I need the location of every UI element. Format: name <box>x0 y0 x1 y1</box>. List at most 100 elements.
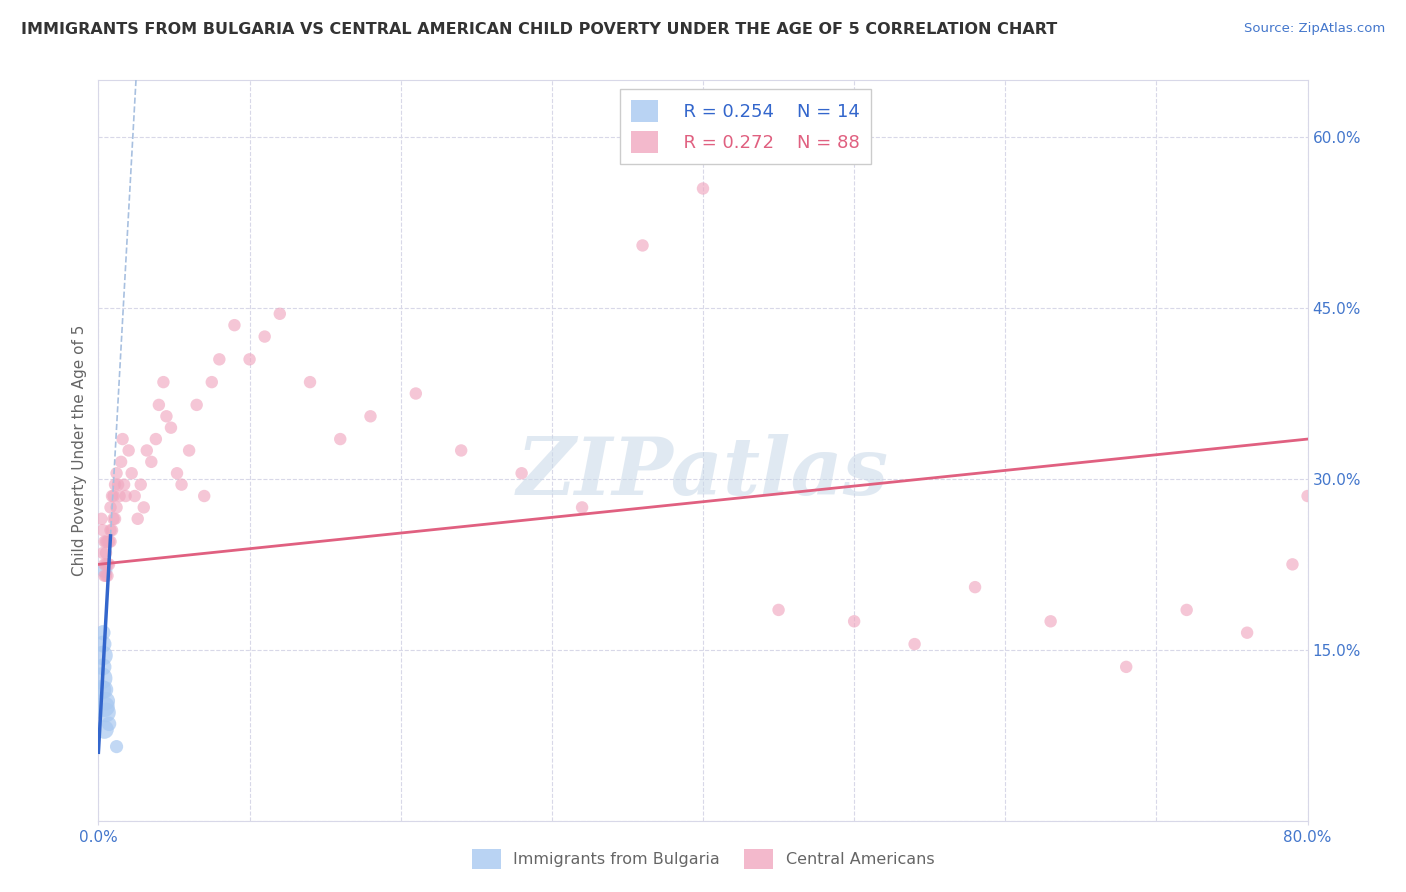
Point <box>114 489 136 503</box>
Point <box>768 603 790 617</box>
Point <box>96 568 118 582</box>
Point <box>103 489 125 503</box>
Point <box>135 443 157 458</box>
Point <box>631 238 654 252</box>
Point <box>166 467 188 481</box>
Point <box>94 534 117 549</box>
Point <box>118 443 141 458</box>
Point <box>1296 489 1319 503</box>
Point <box>96 534 118 549</box>
Point <box>269 307 291 321</box>
Point <box>239 352 262 367</box>
Point <box>1236 625 1258 640</box>
Point <box>1357 500 1379 515</box>
Point <box>94 558 117 572</box>
Point <box>692 181 714 195</box>
Point <box>91 637 114 651</box>
Point <box>111 432 134 446</box>
Point <box>90 682 112 697</box>
Point <box>1386 432 1406 446</box>
Point <box>93 558 115 572</box>
Point <box>93 699 115 714</box>
Point <box>904 637 927 651</box>
Point <box>148 398 170 412</box>
Point <box>96 558 118 572</box>
Point <box>329 432 352 446</box>
Point <box>93 563 115 577</box>
Point <box>141 455 163 469</box>
Point <box>105 467 128 481</box>
Point <box>91 523 114 537</box>
Point <box>152 375 174 389</box>
Point <box>132 500 155 515</box>
Point <box>90 671 112 685</box>
Point <box>253 329 276 343</box>
Point <box>101 489 124 503</box>
Point <box>186 398 208 412</box>
Point <box>1281 558 1303 572</box>
Point <box>208 352 231 367</box>
Point <box>105 739 128 754</box>
Point <box>1372 534 1395 549</box>
Point <box>1175 603 1198 617</box>
Point <box>201 375 224 389</box>
Point <box>224 318 246 333</box>
Point <box>107 477 129 491</box>
Point <box>193 489 215 503</box>
Point <box>844 615 866 629</box>
Text: IMMIGRANTS FROM BULGARIA VS CENTRAL AMERICAN CHILD POVERTY UNDER THE AGE OF 5 CO: IMMIGRANTS FROM BULGARIA VS CENTRAL AMER… <box>21 22 1057 37</box>
Point <box>103 512 125 526</box>
Point <box>93 534 115 549</box>
Point <box>100 523 122 537</box>
Point <box>1039 615 1062 629</box>
Point <box>98 558 121 572</box>
Point <box>94 706 117 720</box>
Point <box>91 546 114 560</box>
Point <box>100 534 122 549</box>
Point <box>1312 523 1334 537</box>
Point <box>405 386 427 401</box>
Point <box>100 500 122 515</box>
Point <box>91 660 114 674</box>
Point <box>105 500 128 515</box>
Point <box>94 694 117 708</box>
Point <box>101 523 124 537</box>
Point <box>104 477 127 491</box>
Point <box>1402 477 1406 491</box>
Point <box>121 467 143 481</box>
Point <box>94 568 117 582</box>
Point <box>90 512 112 526</box>
Point <box>93 568 115 582</box>
Point <box>170 477 193 491</box>
Point <box>1115 660 1137 674</box>
Y-axis label: Child Poverty Under the Age of 5: Child Poverty Under the Age of 5 <box>72 325 87 576</box>
Point <box>108 489 131 503</box>
Point <box>98 716 121 731</box>
Text: ZIPatlas: ZIPatlas <box>517 434 889 511</box>
Point <box>110 455 132 469</box>
Legend: Immigrants from Bulgaria, Central Americans: Immigrants from Bulgaria, Central Americ… <box>465 843 941 875</box>
Point <box>129 477 152 491</box>
Point <box>145 432 167 446</box>
Point <box>179 443 201 458</box>
Point <box>93 682 115 697</box>
Point <box>93 723 115 737</box>
Point <box>112 477 135 491</box>
Point <box>450 443 472 458</box>
Point <box>360 409 382 424</box>
Point <box>571 500 593 515</box>
Point <box>160 420 183 434</box>
Point <box>98 534 121 549</box>
Point <box>155 409 177 424</box>
Point <box>965 580 987 594</box>
Point <box>1327 467 1350 481</box>
Point <box>104 512 127 526</box>
Point <box>124 489 146 503</box>
Point <box>299 375 322 389</box>
Point <box>510 467 533 481</box>
Legend:   R = 0.254    N = 14,   R = 0.272    N = 88: R = 0.254 N = 14, R = 0.272 N = 88 <box>620 89 870 164</box>
Point <box>91 648 114 663</box>
Point <box>127 512 149 526</box>
Text: Source: ZipAtlas.com: Source: ZipAtlas.com <box>1244 22 1385 36</box>
Point <box>91 625 114 640</box>
